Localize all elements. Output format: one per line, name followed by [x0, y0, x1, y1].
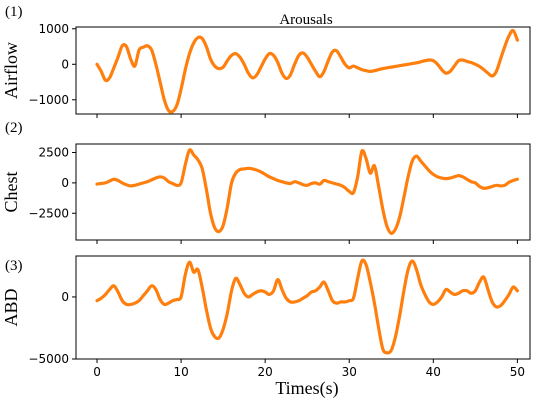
x-tick-label: 20	[258, 365, 273, 379]
x-tick-label: 0	[93, 365, 101, 379]
y-tick-label: 0	[61, 176, 69, 190]
subplot-panels: (1)Airflow−100001000(2)Chest−250002500(3…	[1, 4, 531, 379]
plot-frame	[75, 143, 531, 241]
x-axis-label: Times(s)	[275, 378, 338, 399]
plot-frame	[75, 255, 531, 360]
y-axis-label: Chest	[1, 171, 21, 212]
panel-label: (2)	[5, 120, 23, 136]
panel-label: (3)	[5, 258, 23, 274]
series-line	[95, 28, 519, 114]
y-axis-label: ABD	[1, 288, 21, 326]
panel-3: (3) ABD −5000 0 0 10 20 30 40 50	[1, 255, 531, 379]
panel-2: (2) Chest −2500 0 2500	[1, 120, 531, 244]
y-axis-label: Airflow	[1, 42, 21, 99]
y-tick-label: −1000	[28, 93, 69, 107]
y-tick-label: 0	[61, 290, 69, 304]
x-tick-label: 40	[426, 365, 441, 379]
panel-1: (1) Airflow −1000 0 1000	[1, 4, 531, 118]
y-tick-label: 0	[61, 57, 69, 71]
figure-title: Arousals	[279, 12, 332, 28]
series-line	[95, 148, 519, 235]
series-line	[95, 258, 519, 355]
x-tick-label: 50	[510, 365, 525, 379]
x-tick-label: 10	[173, 365, 188, 379]
y-tick-label: 1000	[38, 22, 69, 36]
panel-label: (1)	[5, 4, 23, 20]
y-tick-label: −2500	[28, 206, 69, 220]
y-tick-label: 2500	[38, 146, 69, 160]
y-tick-label: −5000	[28, 352, 69, 366]
x-tick-label: 30	[342, 365, 357, 379]
plot-frame	[75, 26, 531, 115]
